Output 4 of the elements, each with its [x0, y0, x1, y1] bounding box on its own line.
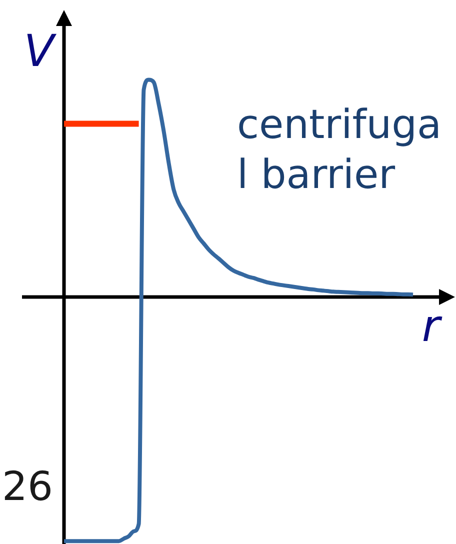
text: 26 — [2, 463, 54, 512]
y-axis-title: V — [24, 26, 57, 77]
annotation: centrifugal barrier — [237, 101, 443, 200]
x-axis-title: r — [422, 301, 443, 352]
